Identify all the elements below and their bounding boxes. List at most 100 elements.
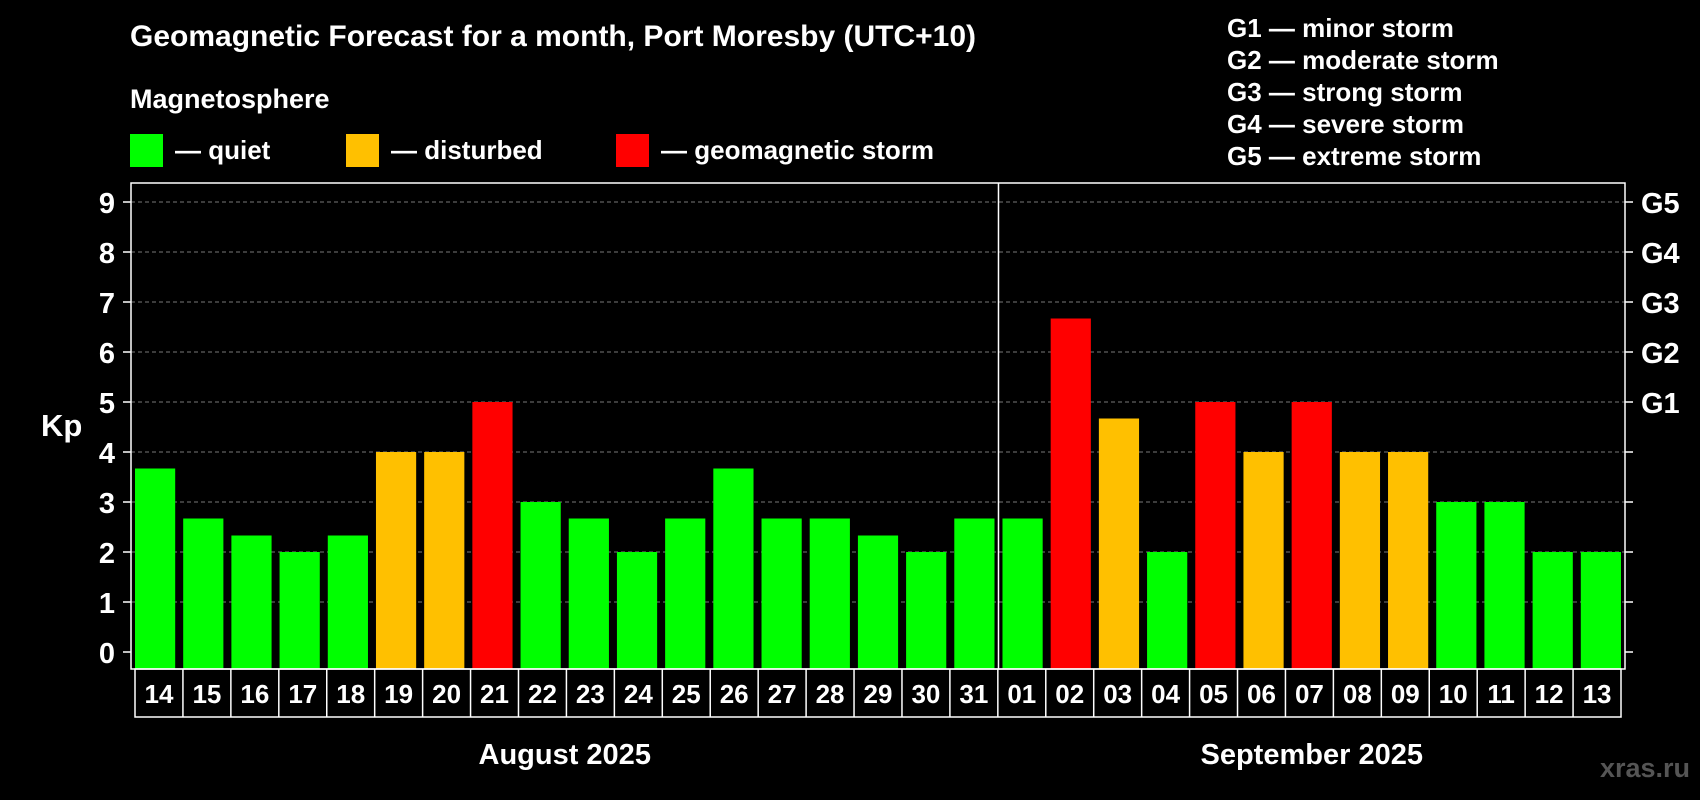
day-label: 06 [1247,679,1276,709]
y-tick-label: 6 [99,338,115,370]
kp-bar [1484,502,1525,669]
day-label: 31 [959,679,988,709]
kp-bar [713,468,754,669]
kp-bar [183,518,224,669]
day-label: 04 [1151,679,1180,709]
y-tick-label: 5 [99,388,115,420]
month-label: September 2025 [1201,739,1423,771]
day-label: 01 [1007,679,1036,709]
kp-bar [279,552,320,669]
kp-bar [857,535,899,669]
legend-storm: — geomagnetic storm [616,132,934,168]
y-tick-label: 0 [99,638,115,670]
kp-bar [954,518,995,669]
kp-bar [231,535,272,669]
legend-swatch-storm [616,133,649,167]
day-label: 27 [768,679,797,709]
legend-subtitle: Magnetosphere [130,84,330,114]
kp-bar [1580,552,1621,669]
day-label: 28 [816,679,845,709]
day-label-box [134,668,1622,718]
day-label: 21 [480,679,509,709]
g-level-label: G5 [1641,188,1680,220]
kp-bar [906,552,947,669]
legend-swatch-disturbed [346,133,379,167]
kp-bar [472,402,513,669]
y-tick-label: 3 [99,488,115,520]
g-level-label: G2 [1641,338,1680,370]
kp-bar [568,518,609,669]
y-tick-label: 8 [99,238,115,270]
kp-bar [616,552,658,669]
y-tick-label: 4 [99,438,115,470]
legend-label-quiet: — quiet [175,134,271,165]
day-label: 19 [384,679,413,709]
kp-bar [327,535,368,669]
day-label: 24 [624,679,653,709]
kp-bar [1243,452,1284,669]
day-label: 17 [288,679,317,709]
kp-bar [135,468,176,669]
month-label: August 2025 [479,739,651,771]
kp-bar [1436,502,1477,669]
day-label: 02 [1055,679,1084,709]
legend-label-disturbed: — disturbed [391,134,543,165]
day-label: 12 [1535,679,1564,709]
kp-bar [809,518,850,669]
day-label: 07 [1295,679,1324,709]
y-tick-label: 2 [99,538,115,570]
kp-bar [1002,518,1043,669]
kp-bar [1388,452,1429,669]
g-level-label: G4 [1641,238,1680,270]
kp-bar [761,518,802,669]
kp-bar [520,502,561,669]
legend-label-storm: — geomagnetic storm [661,134,935,165]
kp-bar [424,452,465,669]
day-label: 16 [240,679,269,709]
day-label: 23 [576,679,605,709]
day-label: 29 [864,679,893,709]
kp-bar [1098,418,1140,669]
day-label: 05 [1199,679,1228,709]
day-label: 15 [192,679,221,709]
day-label: 22 [528,679,557,709]
day-label: 09 [1391,679,1420,709]
kp-bar [1195,402,1236,669]
day-label: 11 [1487,679,1515,709]
y-axis-label: Kp [41,408,83,443]
g-scale-item: G5 — extreme storm [1227,141,1482,171]
day-label: 25 [672,679,701,709]
day-label: 30 [911,679,940,709]
g-scale-legend: G1 — minor storm G2 — moderate storm G3 … [1227,12,1499,172]
y-tick-label: 1 [99,588,115,620]
g-level-label: G1 [1641,388,1680,420]
y-tick-label: 9 [99,188,115,220]
kp-bar [1050,318,1091,669]
g-scale-item: G1 — minor storm [1227,13,1454,43]
day-label: 08 [1343,679,1372,709]
g-scale-item: G3 — strong storm [1227,77,1463,107]
day-label: 14 [145,679,174,709]
chart-title: Geomagnetic Forecast for a month, Port M… [130,20,976,53]
kp-bar [665,518,706,669]
watermark: xras.ru [1599,753,1690,783]
kp-bar [1147,552,1188,669]
kp-bar [1291,402,1332,669]
legend-swatch-quiet [130,133,163,167]
y-tick-label: 7 [99,288,115,320]
g-level-label: G3 [1641,288,1680,320]
kp-bar [1339,452,1381,669]
day-label: 26 [720,679,749,709]
day-label: 13 [1583,679,1612,709]
day-label: 20 [432,679,461,709]
legend-disturbed: — disturbed [346,132,543,168]
day-label: 10 [1439,679,1468,709]
legend-quiet: — quiet [130,132,270,168]
day-label: 18 [336,679,365,709]
day-label: 03 [1103,679,1132,709]
g-scale-item: G4 — severe storm [1227,109,1465,139]
kp-bar [375,452,417,669]
kp-bar [1532,552,1573,669]
g-scale-item: G2 — moderate storm [1227,45,1499,75]
